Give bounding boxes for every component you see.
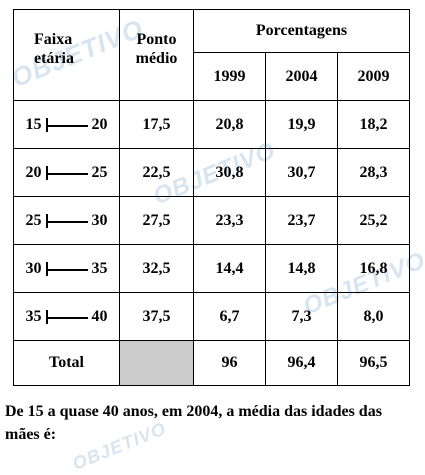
interval-bar-icon: [45, 165, 88, 180]
age-range-cell: 25 30: [13, 196, 120, 245]
value-cell: 19,9: [265, 100, 338, 149]
header-year-2004: 2004: [265, 52, 338, 101]
value-cell: 14,8: [265, 244, 338, 293]
value-cell: 8,0: [337, 292, 410, 341]
midpoint-cell: 22,5: [119, 148, 194, 197]
table-row: 15 20 17,5 20,8 19,9 18,2: [13, 100, 410, 149]
header-porcentagens: Porcentagens: [193, 9, 410, 53]
value-cell: 6,7: [193, 292, 266, 341]
total-cell: 96: [193, 340, 266, 386]
blank-gray-cell: [119, 340, 194, 386]
header-faixa-etaria: Faixa etária: [13, 9, 120, 101]
value-cell: 23,7: [265, 196, 338, 245]
value-cell: 25,2: [337, 196, 410, 245]
total-row: Total 96 96,4 96,5: [13, 340, 410, 386]
table-row: 30 35 32,5 14,4 14,8 16,8: [13, 244, 410, 293]
age-range-cell: 20 25: [13, 148, 120, 197]
page: OBJETIVO OBJETIVO OBJETIVO OBJETIVO Faix…: [5, 9, 425, 474]
value-cell: 30,7: [265, 148, 338, 197]
age-range-cell: 30 35: [13, 244, 120, 293]
age-range-cell: 15 20: [13, 100, 120, 149]
interval-bar-icon: [45, 309, 88, 324]
value-cell: 23,3: [193, 196, 266, 245]
table-row: 35 40 37,5 6,7 7,3 8,0: [13, 292, 410, 341]
value-cell: 18,2: [337, 100, 410, 149]
table-row: 20 25 22,5 30,8 30,7 28,3: [13, 148, 410, 197]
total-cell: 96,5: [337, 340, 410, 386]
interval-bar-icon: [45, 213, 88, 228]
total-label: Total: [13, 340, 120, 386]
header-year-1999: 1999: [193, 52, 266, 101]
midpoint-cell: 27,5: [119, 196, 194, 245]
value-cell: 20,8: [193, 100, 266, 149]
interval-bar-icon: [45, 261, 88, 276]
total-cell: 96,4: [265, 340, 338, 386]
question-text: De 15 a quase 40 anos, em 2004, a média …: [5, 403, 382, 443]
table-row: 25 30 27,5 23,3 23,7 25,2: [13, 196, 410, 245]
header-year-2009: 2009: [337, 52, 410, 101]
value-cell: 30,8: [193, 148, 266, 197]
header-ponto-medio: Ponto médio: [119, 9, 194, 101]
age-range-cell: 35 40: [13, 292, 120, 341]
midpoint-cell: 17,5: [119, 100, 194, 149]
age-distribution-table: Faixa etária Ponto médio Porcentagens 1999…: [13, 9, 410, 386]
value-cell: 14,4: [193, 244, 266, 293]
midpoint-cell: 37,5: [119, 292, 194, 341]
interval-bar-icon: [45, 117, 88, 132]
value-cell: 7,3: [265, 292, 338, 341]
value-cell: 28,3: [337, 148, 410, 197]
midpoint-cell: 32,5: [119, 244, 194, 293]
value-cell: 16,8: [337, 244, 410, 293]
